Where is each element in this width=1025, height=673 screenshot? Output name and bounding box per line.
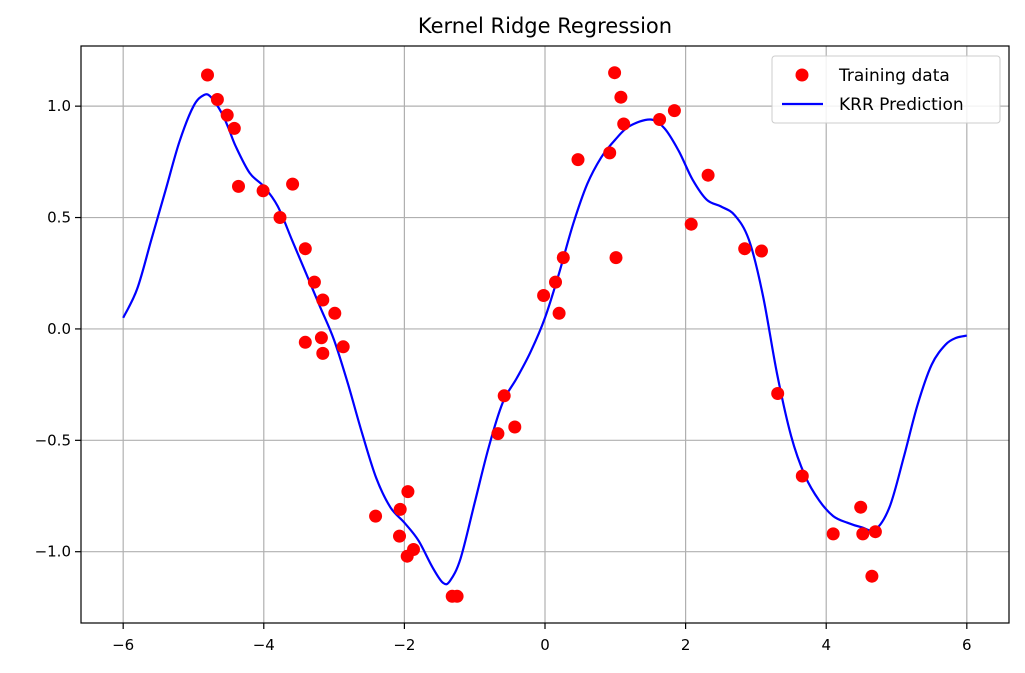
training-data-point (491, 427, 505, 441)
training-data-point (232, 179, 245, 193)
training-data-point (795, 469, 809, 483)
training-data-point (508, 420, 522, 434)
x-tick-label: 4 (821, 636, 831, 654)
training-data-point (227, 121, 241, 135)
training-data-point (854, 500, 868, 514)
training-data-point (393, 529, 406, 543)
training-data-point (771, 387, 785, 400)
training-data-point (210, 93, 224, 106)
training-data-point (286, 177, 300, 191)
x-tick-label: 2 (681, 636, 691, 654)
training-data-point (537, 289, 551, 302)
training-data-point (450, 589, 464, 603)
training-data-point (401, 485, 415, 499)
training-data-point (653, 113, 667, 126)
training-data-point (868, 525, 882, 539)
grid-lines (81, 46, 1009, 623)
training-data-point (273, 211, 287, 224)
training-data-point (608, 66, 622, 80)
legend-marker-training-data (795, 68, 809, 82)
training-data-point (497, 389, 511, 403)
krr-prediction-line (122, 93, 968, 586)
training-data-point (617, 117, 631, 131)
training-data-point (549, 275, 562, 289)
training-data-point (220, 108, 234, 122)
legend-label-krr-prediction: KRR Prediction (839, 95, 964, 115)
training-data-point (667, 104, 681, 118)
training-data-point (393, 502, 407, 516)
training-data-point (316, 346, 330, 360)
legend-label-training-data: Training data (838, 66, 950, 86)
training-data-point (314, 331, 328, 345)
training-data-point (755, 244, 768, 258)
training-data-point (609, 251, 623, 265)
training-data-point (298, 242, 312, 256)
x-tick-label: −6 (112, 636, 134, 654)
training-data-point (201, 68, 214, 82)
training-data-point (328, 306, 342, 320)
plot-frame (80, 45, 1010, 624)
training-data-point (856, 527, 870, 541)
x-axis-ticks: −6 −4 −2 0 2 4 6 (112, 623, 972, 654)
training-data-point (307, 275, 321, 289)
y-tick-label: 0.5 (47, 209, 71, 227)
training-data-point (316, 293, 330, 307)
x-tick-label: −2 (393, 636, 415, 654)
x-tick-label: 0 (540, 636, 550, 654)
training-data-point (407, 543, 420, 556)
training-data-point (571, 153, 585, 167)
y-axis-ticks: −1.0 −0.5 0.0 0.5 1.0 (35, 97, 81, 561)
training-data-point (556, 251, 570, 265)
training-data-point (603, 146, 617, 160)
training-data-point (336, 340, 350, 354)
training-data-point (826, 527, 840, 541)
y-tick-label: 1.0 (47, 97, 71, 115)
legend-box (771, 55, 1001, 124)
training-data-point (552, 306, 566, 320)
training-data-point (369, 509, 383, 523)
training-data-point (738, 242, 752, 256)
krr-prediction-layer (122, 93, 968, 586)
training-data-point (298, 335, 312, 349)
legend: Training data KRR Prediction (771, 55, 1001, 124)
chart-title: Kernel Ridge Regression (418, 14, 672, 38)
training-data-point (865, 569, 879, 583)
y-tick-label: −1.0 (35, 543, 71, 561)
training-data-point (256, 184, 270, 198)
x-tick-label: 6 (962, 636, 972, 654)
y-tick-label: −0.5 (35, 431, 71, 449)
training-data-point (614, 90, 628, 104)
training-data-point (701, 168, 715, 182)
training-data-point (684, 217, 698, 231)
y-tick-label: 0.0 (47, 320, 71, 338)
training-data-layer (201, 66, 882, 603)
x-tick-label: −4 (253, 636, 275, 654)
